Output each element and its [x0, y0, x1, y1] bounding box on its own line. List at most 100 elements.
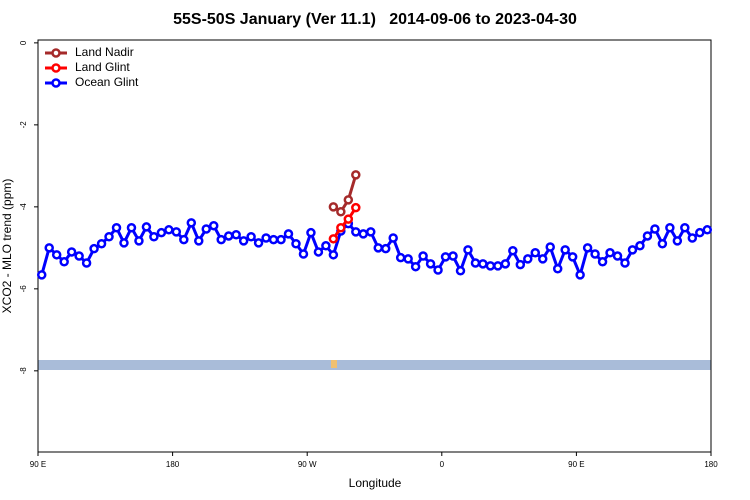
point — [104, 232, 114, 242]
point — [538, 254, 548, 264]
point — [96, 238, 107, 249]
point — [321, 241, 331, 251]
point — [186, 218, 197, 228]
point — [313, 247, 324, 257]
point — [575, 270, 585, 280]
point — [81, 258, 92, 268]
point — [141, 222, 152, 232]
point — [702, 225, 713, 235]
point — [410, 261, 421, 272]
x-tick-label: 90 W — [298, 460, 317, 469]
point — [164, 225, 174, 235]
point — [74, 251, 84, 261]
point — [508, 245, 518, 256]
point — [89, 243, 99, 254]
plot-frame — [37, 39, 712, 453]
point — [650, 224, 660, 234]
point — [223, 231, 234, 241]
point — [560, 245, 570, 255]
point — [463, 245, 473, 255]
point — [246, 232, 256, 242]
point — [216, 234, 226, 245]
point — [126, 223, 137, 233]
point — [179, 234, 189, 245]
point — [238, 236, 249, 246]
point — [642, 231, 653, 241]
point — [194, 236, 204, 246]
y-tick-label: -6 — [19, 285, 28, 293]
point — [156, 227, 167, 238]
point — [657, 238, 668, 249]
point — [470, 258, 481, 268]
point — [493, 261, 503, 271]
point — [687, 233, 698, 243]
x-tick-label: 0 — [440, 460, 445, 469]
point — [276, 234, 286, 245]
point — [672, 236, 683, 246]
point — [605, 248, 615, 258]
point — [51, 250, 62, 260]
point — [253, 238, 264, 248]
point — [111, 223, 122, 233]
y-tick-label: -8 — [19, 367, 28, 375]
point — [552, 264, 563, 274]
x-tick-label: 90 E — [30, 460, 46, 469]
y-tick-label: -2 — [19, 121, 28, 129]
legend-marker — [51, 63, 61, 73]
y-tick-label: -4 — [19, 203, 28, 211]
point — [627, 245, 638, 255]
point — [500, 259, 511, 269]
legend-marker — [51, 78, 61, 88]
point — [44, 243, 54, 253]
point — [306, 227, 316, 238]
point — [545, 242, 555, 252]
point — [425, 259, 436, 269]
point — [395, 252, 406, 263]
point — [351, 227, 361, 237]
point — [119, 238, 129, 248]
x-axis-label: Longitude — [349, 476, 402, 490]
series-line — [332, 206, 358, 240]
point — [620, 258, 630, 268]
point — [680, 223, 690, 233]
point — [388, 233, 398, 243]
point — [201, 224, 211, 234]
point — [328, 234, 339, 244]
legend-label: Land Nadir — [75, 45, 134, 59]
x-tick-label: 180 — [704, 460, 718, 469]
point — [328, 202, 339, 212]
point — [612, 251, 623, 261]
point — [665, 223, 675, 233]
y-axis-label: XCO2 - MLO trend (ppm) — [0, 179, 14, 314]
point — [582, 243, 593, 253]
point — [261, 233, 271, 243]
legend-label: Land Glint — [75, 60, 130, 74]
point — [231, 229, 241, 240]
y-tick-label: 0 — [19, 40, 28, 45]
point — [351, 170, 361, 180]
point — [336, 207, 346, 217]
map-land — [331, 360, 337, 368]
point — [485, 261, 496, 271]
point — [523, 254, 533, 264]
point — [515, 259, 526, 270]
legend-marker — [51, 48, 61, 58]
point — [351, 202, 361, 213]
point — [343, 214, 354, 224]
legend-label: Ocean Glint — [75, 75, 139, 89]
x-tick-label: 180 — [166, 460, 180, 469]
point — [440, 252, 451, 262]
point — [328, 250, 339, 260]
point — [336, 223, 346, 233]
point — [283, 229, 294, 239]
point — [298, 249, 309, 259]
point — [530, 248, 541, 258]
x-tick-label: 90 E — [568, 460, 584, 469]
point — [433, 265, 443, 275]
point — [36, 270, 47, 280]
point — [455, 266, 466, 276]
point — [373, 243, 383, 253]
point — [171, 227, 182, 237]
point — [635, 241, 645, 251]
